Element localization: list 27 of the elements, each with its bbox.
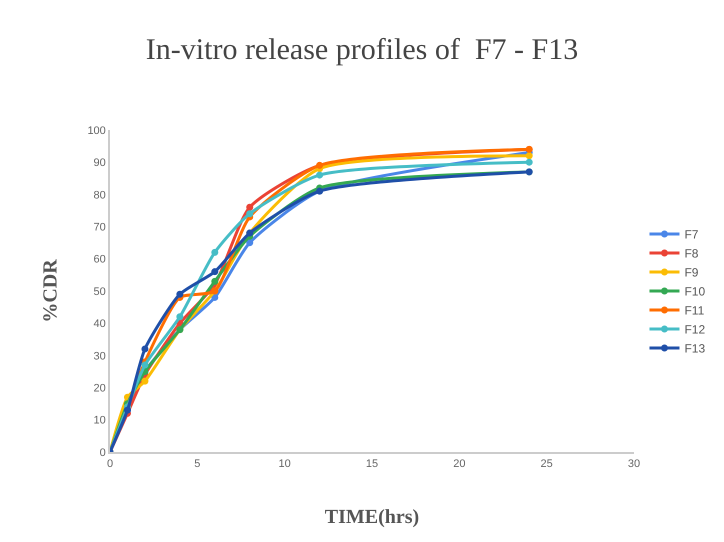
chart-title: In-vitro release profiles of F7 - F13 [146, 32, 578, 66]
x-tick-label: 5 [194, 458, 200, 470]
x-axis-title: TIME(hrs) [324, 506, 420, 528]
y-tick-label: 60 [94, 254, 106, 266]
x-tick-label: 20 [453, 458, 466, 470]
y-tick-label: 80 [94, 189, 106, 202]
legend-label: F10 [684, 284, 706, 299]
legend-label: F8 [684, 246, 699, 261]
y-tick-label: 90 [94, 157, 106, 170]
x-tick-label: 25 [540, 458, 553, 470]
y-tick-label: 40 [94, 318, 106, 330]
y-tick-label: 10 [94, 414, 106, 427]
y-tick-label: 30 [94, 350, 106, 362]
y-tick-label: 70 [94, 221, 106, 234]
legend-label: F13 [684, 342, 706, 356]
x-tick-label: 30 [628, 458, 640, 470]
legend-label: F7 [684, 228, 699, 242]
legend-label: F12 [684, 322, 706, 337]
x-tick-label: 10 [278, 458, 291, 470]
y-tick-label: 100 [87, 124, 106, 137]
y-tick-label: 50 [94, 286, 106, 298]
x-tick-label: 15 [366, 458, 378, 470]
y-axis-title: %CDR [39, 258, 62, 323]
y-tick-label: 20 [94, 382, 106, 394]
legend-label: F9 [684, 266, 699, 280]
legend-label: F11 [684, 304, 705, 318]
y-tick-label: 0 [100, 446, 106, 459]
